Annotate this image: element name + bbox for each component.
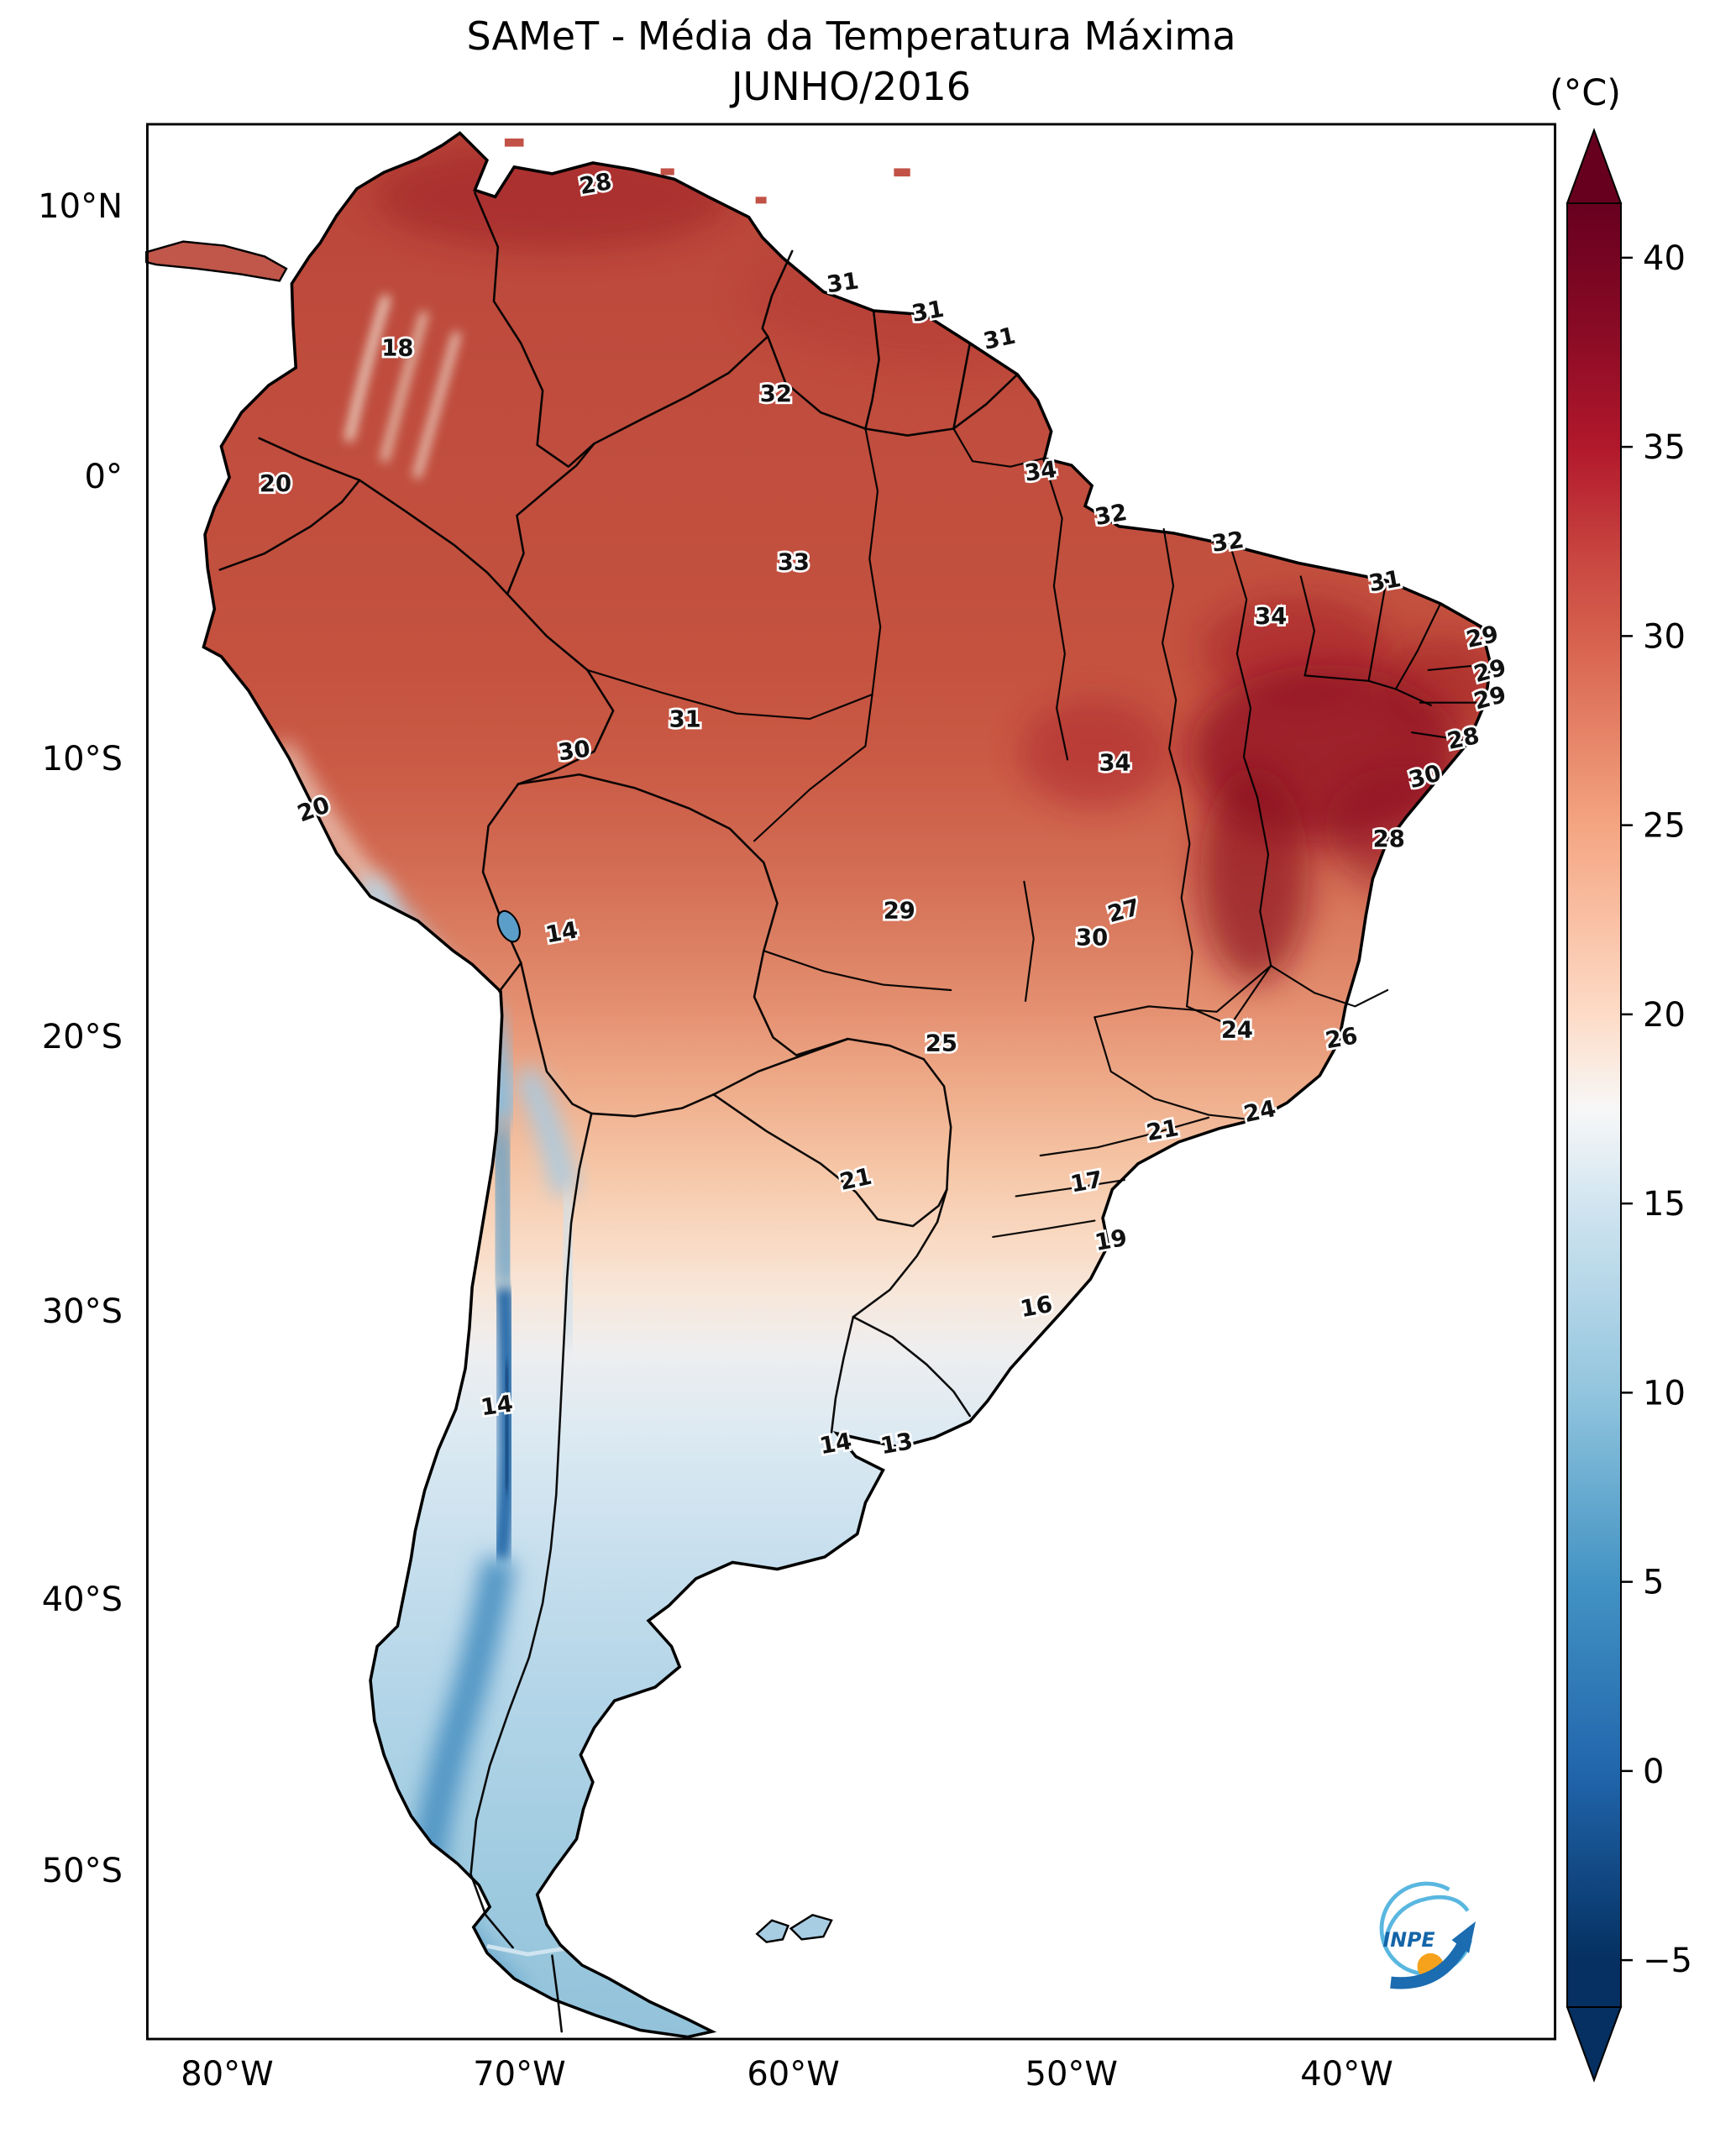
temperature-label: 34 — [1099, 750, 1130, 776]
lon-tick-label: 50°W — [1025, 2055, 1118, 2094]
lake-titicaca — [496, 909, 521, 943]
temperature-label: 31 — [910, 296, 946, 328]
panama-strip — [145, 240, 288, 282]
temperature-label: 20 — [260, 471, 291, 497]
colorbar: 40 35 30 25 20 15 10 5 0 −5 — [1566, 128, 1692, 2083]
lat-tick-label: 10°S — [41, 739, 123, 778]
temperature-label: 21 — [1145, 1115, 1181, 1146]
colorbar-tick-label: 25 — [1643, 807, 1686, 846]
colorbar-tick-label: 40 — [1643, 239, 1686, 278]
temperature-label: 14 — [818, 1428, 854, 1460]
lon-tick-label: 80°W — [181, 2055, 274, 2094]
title-line1: SAMeT - Média da Temperatura Máxima — [466, 13, 1236, 59]
colorbar-extend-bottom — [1566, 2006, 1623, 2083]
colorbar-ticks: 40 35 30 25 20 15 10 5 0 −5 — [1621, 239, 1692, 1980]
south-america-temperature-map: 2831313132183432322033313429292928313030… — [145, 123, 1557, 2041]
colorbar-extend-top — [1566, 128, 1623, 204]
temperature-label: 14 — [543, 917, 580, 948]
lon-tick-label: 40°W — [1300, 2055, 1393, 2094]
colorbar-tick-label: 30 — [1643, 617, 1686, 656]
map-frame — [145, 123, 1557, 2041]
temperature-label: 30 — [557, 736, 592, 766]
lat-tick-label: 30°S — [41, 1292, 123, 1332]
falkland-island-west — [755, 1919, 790, 1943]
temperature-label: 24 — [1241, 1096, 1278, 1128]
lat-tick-label: 0° — [84, 457, 123, 496]
temperature-label: 18 — [381, 335, 413, 361]
inpe-logo-arrow — [1390, 1942, 1468, 1989]
figure-title: SAMeT - Média da Temperatura Máxima JUNH… — [145, 12, 1557, 113]
temperature-label: 13 — [878, 1428, 915, 1460]
falkland-island-east — [789, 1913, 833, 1941]
temperature-label: 29 — [1464, 621, 1501, 653]
colorbar-tick-label: 35 — [1643, 428, 1686, 467]
temperature-label: 31 — [825, 268, 860, 298]
state-borders — [586, 427, 1487, 1238]
temperature-label: 31 — [669, 707, 701, 733]
lat-axis: 10°N 0° 10°S 20°S 30°S 40°S 50°S — [0, 122, 134, 2042]
inpe-logo: INPE — [1345, 1871, 1505, 1997]
inpe-logo-swirl — [1383, 1895, 1470, 1941]
country-borders — [218, 191, 1019, 2033]
lat-tick-label: 20°S — [41, 1018, 123, 1057]
temperature-label: 32 — [1093, 500, 1129, 531]
inpe-logo-text: INPE — [1382, 1928, 1434, 1952]
temperature-label: 34 — [1023, 457, 1058, 487]
lon-tick-label: 70°W — [473, 2055, 566, 2094]
temperature-label: 16 — [1019, 1292, 1055, 1323]
title-line2: JUNHO/2016 — [731, 63, 971, 109]
colorbar-tick-label: 20 — [1643, 996, 1686, 1035]
temperature-label: 32 — [1210, 527, 1246, 558]
colorbar-tick-label: −5 — [1643, 1942, 1692, 1980]
lon-axis: 80°W 70°W 60°W 50°W 40°W — [145, 2050, 1557, 2100]
temperature-label: 14 — [480, 1391, 515, 1421]
inpe-logo-arrowhead — [1451, 1921, 1476, 1953]
temperature-label: 31 — [1367, 566, 1403, 597]
colorbar-tick-label: 0 — [1643, 1753, 1664, 1791]
temperature-label: 28 — [1445, 723, 1482, 755]
temperature-label: 28 — [1373, 826, 1405, 852]
colorbar-tick-label: 15 — [1643, 1185, 1686, 1224]
small-islands — [145, 138, 910, 1943]
temperature-label: 26 — [1324, 1023, 1360, 1054]
temperature-label: 19 — [1093, 1225, 1129, 1256]
temperature-label: 24 — [1221, 1018, 1253, 1044]
temperature-label: 33 — [778, 549, 810, 575]
temperature-label: 28 — [578, 169, 614, 200]
colorbar-unit-label: (°C) — [1550, 72, 1622, 114]
colorbar-tick-label: 5 — [1643, 1564, 1664, 1602]
temperature-label: 30 — [1076, 925, 1108, 951]
temperature-label: 17 — [1068, 1166, 1104, 1198]
temperature-label: 31 — [981, 323, 1018, 355]
colorbar-tick-label: 10 — [1643, 1374, 1686, 1413]
colorbar-bar — [1566, 202, 1622, 2008]
lon-tick-label: 60°W — [747, 2055, 840, 2094]
temperature-label: 34 — [1255, 604, 1287, 630]
temperature-label: 29 — [884, 898, 915, 924]
lat-tick-label: 40°S — [41, 1580, 123, 1620]
temperature-label: 25 — [926, 1031, 957, 1057]
lat-tick-label: 10°N — [38, 186, 123, 226]
lat-tick-label: 50°S — [41, 1851, 123, 1890]
temperature-label: 32 — [760, 381, 792, 407]
